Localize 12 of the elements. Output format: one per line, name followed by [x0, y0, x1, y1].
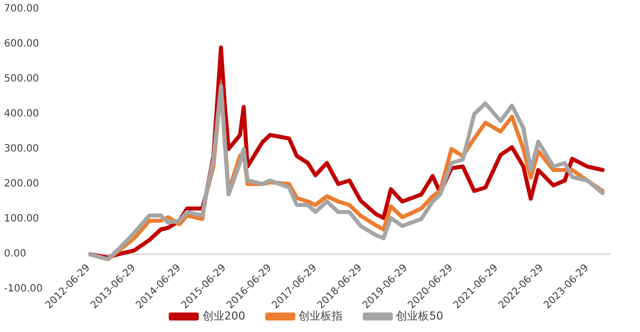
y-tick-label: 500.00 [4, 74, 39, 85]
y-tick-label: 100.00 [4, 214, 39, 225]
y-tick-label: 400.00 [4, 108, 39, 120]
legend-label: 创业板指 [298, 309, 343, 322]
y-tick-label: -100.00 [4, 284, 43, 295]
y-tick-label: 300.00 [4, 144, 39, 155]
legend-label: 创业板50 [396, 309, 444, 322]
legend-label: 创业200 [202, 309, 246, 322]
y-tick-label: 600.00 [4, 38, 39, 50]
y-tick-label: 700.00 [4, 4, 39, 15]
y-tick-label: 200.00 [4, 178, 39, 190]
y-tick-label: 0.00 [4, 248, 26, 260]
